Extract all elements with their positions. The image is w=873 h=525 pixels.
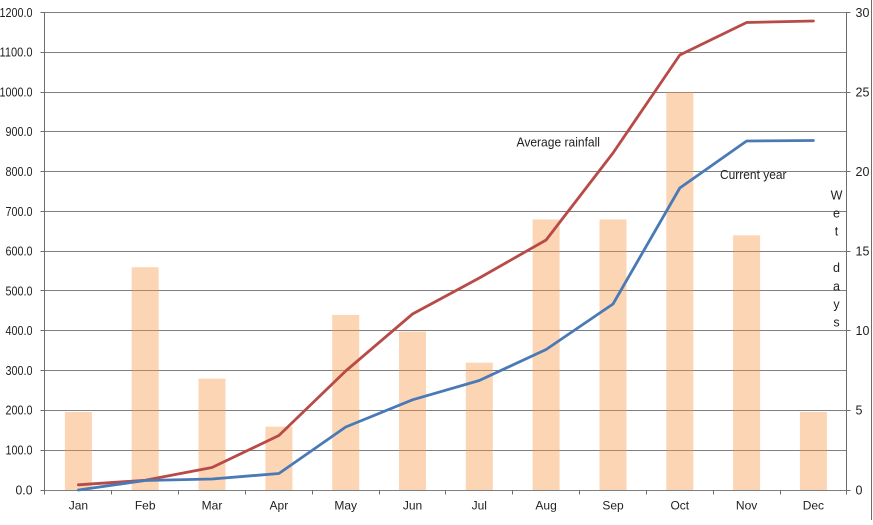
- svg-text:100.0: 100.0: [6, 444, 33, 458]
- svg-text:700.0: 700.0: [6, 205, 33, 219]
- svg-text:600.0: 600.0: [6, 245, 33, 259]
- svg-text:300.0: 300.0: [6, 364, 33, 378]
- svg-text:30: 30: [856, 6, 870, 20]
- svg-text:a: a: [833, 279, 840, 293]
- svg-text:800.0: 800.0: [6, 165, 33, 179]
- svg-text:Nov: Nov: [736, 499, 757, 513]
- svg-text:May: May: [334, 499, 357, 513]
- svg-text:0.0: 0.0: [16, 483, 33, 497]
- svg-text:Jun: Jun: [403, 499, 422, 513]
- svg-text:15: 15: [856, 245, 870, 259]
- svg-text:Dec: Dec: [803, 499, 824, 513]
- svg-text:5: 5: [856, 404, 863, 418]
- svg-text:Sep: Sep: [602, 499, 624, 513]
- svg-text:e: e: [833, 207, 840, 221]
- svg-text:900.0: 900.0: [6, 125, 33, 139]
- svg-text:Jan: Jan: [69, 499, 88, 513]
- svg-text:s: s: [833, 316, 839, 330]
- svg-text:Current year: Current year: [720, 168, 787, 182]
- svg-text:400.0: 400.0: [6, 324, 33, 338]
- svg-text:W: W: [831, 188, 843, 202]
- svg-text:1100.0: 1100.0: [0, 46, 33, 60]
- svg-text:0: 0: [856, 483, 863, 497]
- svg-text:y: y: [833, 298, 840, 312]
- svg-text:Mar: Mar: [202, 499, 223, 513]
- svg-text:Aug: Aug: [535, 499, 556, 513]
- svg-text:Oct: Oct: [670, 499, 689, 513]
- svg-text:t: t: [835, 225, 839, 239]
- svg-text:Average rainfall: Average rainfall: [517, 135, 601, 149]
- svg-text:Jul: Jul: [472, 499, 487, 513]
- svg-text:20: 20: [856, 165, 870, 179]
- svg-text:d: d: [833, 261, 840, 275]
- svg-text:10: 10: [856, 324, 870, 338]
- svg-text:200.0: 200.0: [6, 404, 33, 418]
- svg-text:1200.0: 1200.0: [0, 6, 33, 20]
- svg-text:Feb: Feb: [135, 499, 156, 513]
- svg-text:25: 25: [856, 85, 870, 99]
- svg-text:500.0: 500.0: [6, 284, 33, 298]
- svg-text:Apr: Apr: [270, 499, 289, 513]
- svg-text:1000.0: 1000.0: [0, 85, 33, 99]
